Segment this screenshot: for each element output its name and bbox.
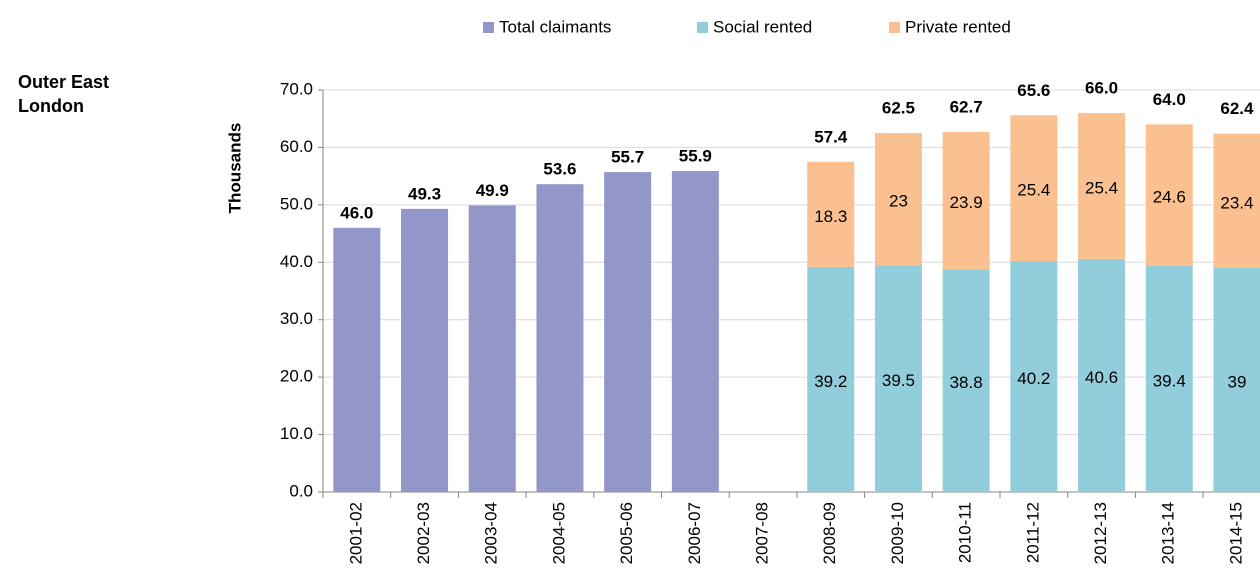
bar-value-label: 53.6 xyxy=(543,160,576,179)
x-tick-label: 2012-13 xyxy=(1091,502,1110,564)
x-tick-label: 2008-09 xyxy=(820,502,839,564)
bar-segment xyxy=(1213,133,1260,269)
panel-label: Outer East London xyxy=(18,72,110,116)
legend-label: Total claimants xyxy=(499,17,611,36)
y-tick-label: 20.0 xyxy=(280,367,313,386)
legend-label: Private rented xyxy=(905,17,1011,36)
x-tick-label: 2014-15 xyxy=(1226,502,1245,564)
y-tick-label: 60.0 xyxy=(280,137,313,156)
bar-value-label: 46.0 xyxy=(340,203,373,222)
y-tick-label: 50.0 xyxy=(280,194,313,213)
bar-segment xyxy=(807,266,855,492)
segment-label: 23 xyxy=(889,192,908,211)
segment-label: 24.6 xyxy=(1153,188,1186,207)
bar-value-label: 55.7 xyxy=(611,148,644,167)
bar-segment xyxy=(874,265,922,492)
total-label: 66.0 xyxy=(1085,78,1118,97)
bar-segment xyxy=(1010,115,1058,262)
bar-segment xyxy=(536,184,584,492)
segment-label: 23.9 xyxy=(950,193,983,212)
bar-value-label: 49.9 xyxy=(476,181,509,200)
segment-label: 25.4 xyxy=(1017,181,1050,200)
bar-segment xyxy=(807,161,855,267)
segment-label: 40.6 xyxy=(1085,368,1118,387)
x-tick-label: 2006-07 xyxy=(685,502,704,564)
x-tick-label: 2010-11 xyxy=(956,502,975,563)
x-tick-label: 2005-06 xyxy=(617,502,636,564)
x-tick-label: 2002-03 xyxy=(414,502,433,564)
segment-label: 40.2 xyxy=(1017,369,1050,388)
x-tick-label: 2013-14 xyxy=(1159,502,1178,564)
segment-label: 38.8 xyxy=(950,373,983,392)
bar-segment xyxy=(942,269,990,492)
y-tick-label: 30.0 xyxy=(280,309,313,328)
segment-label: 23.4 xyxy=(1220,193,1253,212)
x-tick-label: 2004-05 xyxy=(549,502,568,564)
bar-segment xyxy=(1145,124,1193,266)
segment-label: 18.3 xyxy=(814,207,847,226)
x-tick-label: 2001-02 xyxy=(346,502,365,564)
segment-label: 39.5 xyxy=(882,371,915,390)
total-label: 57.4 xyxy=(814,127,848,146)
bar-segment xyxy=(1078,258,1126,492)
bar-value-label: 49.3 xyxy=(408,184,441,203)
y-axis-label: Thousands xyxy=(225,123,244,214)
y-tick-label: 40.0 xyxy=(280,252,313,271)
total-label: 62.5 xyxy=(882,99,915,118)
total-label: 64.0 xyxy=(1153,90,1186,109)
legend-swatch xyxy=(483,22,494,33)
bar-segment xyxy=(1078,112,1126,259)
segment-label: 39.2 xyxy=(814,372,847,391)
bar-value-label: 55.9 xyxy=(679,146,712,165)
segment-label: 39.4 xyxy=(1153,371,1186,390)
y-tick-label: 0.0 xyxy=(289,481,313,500)
bar-segment xyxy=(1145,265,1193,492)
legend-label: Social rented xyxy=(713,17,812,36)
bar-segment xyxy=(671,170,719,492)
x-tick-label: 2011-12 xyxy=(1023,502,1042,563)
segment-label: 25.4 xyxy=(1085,178,1118,197)
bar-segment xyxy=(942,131,990,270)
x-tick-label: 2009-10 xyxy=(888,502,907,564)
y-tick-label: 10.0 xyxy=(280,424,313,443)
bar-segment xyxy=(874,133,922,266)
total-label: 62.4 xyxy=(1220,99,1254,118)
bar-segment xyxy=(1010,261,1058,492)
y-tick-label: 70.0 xyxy=(280,79,313,98)
legend-swatch xyxy=(889,22,900,33)
bar-segment xyxy=(333,227,381,493)
total-label: 65.6 xyxy=(1017,81,1050,100)
bar-segment xyxy=(468,205,516,492)
bar-segment xyxy=(604,172,652,492)
bar-segment xyxy=(1213,268,1260,492)
x-tick-label: 2007-08 xyxy=(753,502,772,564)
bar-segment xyxy=(401,208,449,492)
segment-label: 39 xyxy=(1227,372,1246,391)
total-label: 62.7 xyxy=(950,97,983,116)
x-tick-label: 2003-04 xyxy=(482,502,501,564)
legend-swatch xyxy=(697,22,708,33)
